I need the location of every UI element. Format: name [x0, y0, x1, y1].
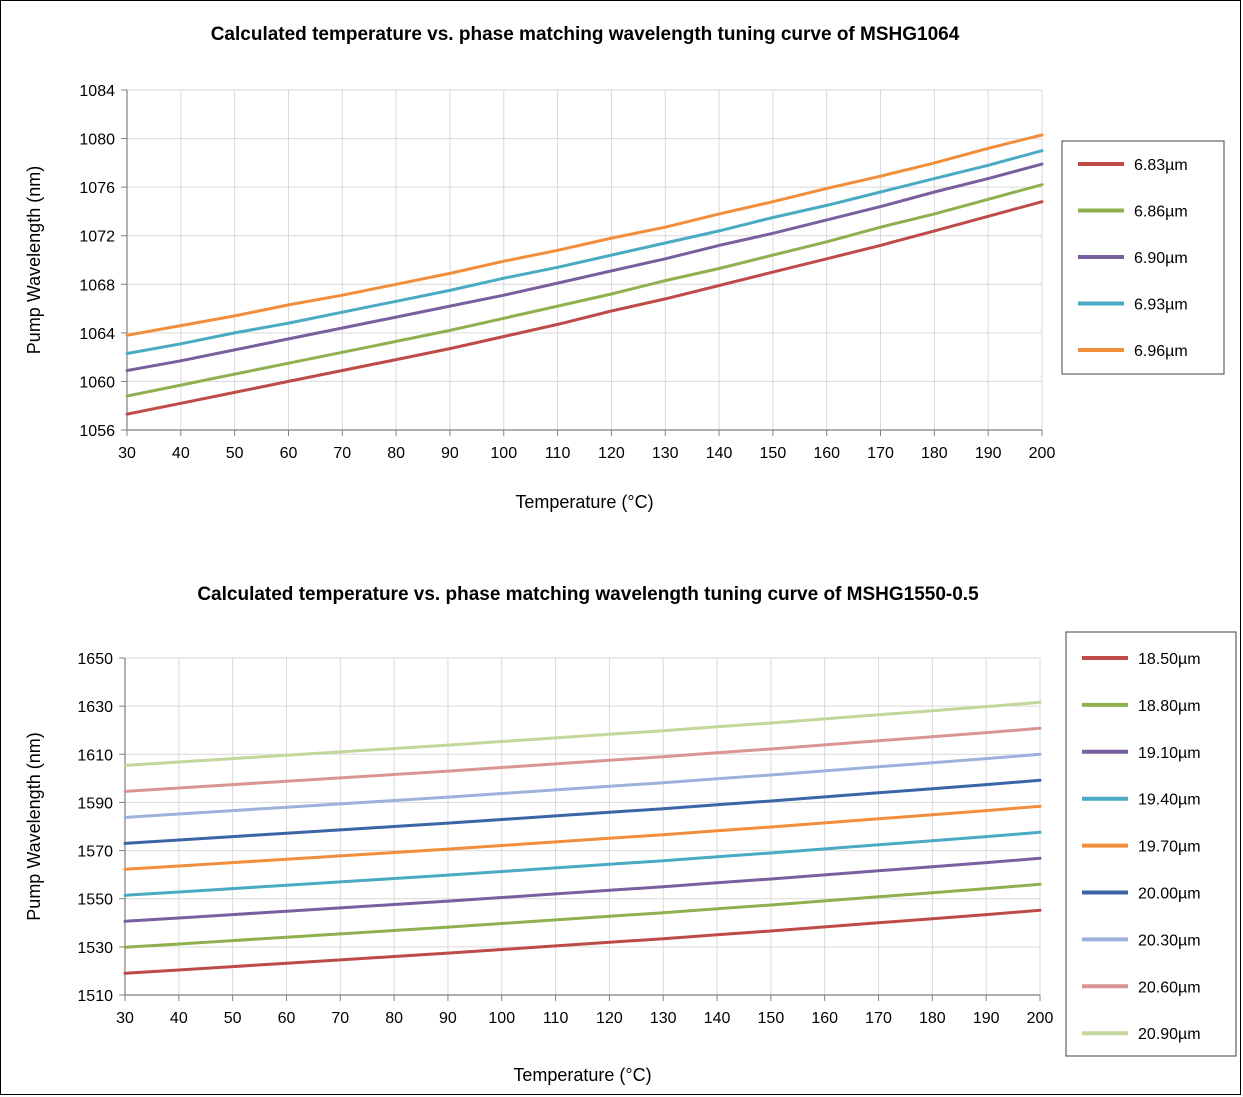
series-line-9: [123, 700, 1042, 767]
legend-label: 20.30µm: [1138, 932, 1201, 949]
x-tick-label: 180: [921, 445, 948, 462]
x-tick-label: 60: [278, 1010, 296, 1027]
y-tick-label: 1064: [79, 326, 115, 343]
x-tick-label: 160: [813, 445, 840, 462]
y-tick-label: 1084: [79, 83, 115, 100]
legend-label: 6.83µm: [1134, 157, 1188, 174]
y-tick-label: 1068: [79, 277, 115, 294]
y-tick-label: 1610: [77, 747, 113, 764]
x-tick-label: 130: [652, 445, 679, 462]
legend-label: 6.90µm: [1134, 250, 1188, 267]
chart-mshg1064: Calculated temperature vs. phase matchin…: [24, 24, 1225, 512]
y-tick-label: 1510: [77, 988, 113, 1005]
x-tick-label: 70: [331, 1010, 349, 1027]
x-tick-label: 180: [919, 1010, 946, 1027]
series-line-8: [123, 726, 1042, 793]
series-line-2: [125, 183, 1044, 398]
y-tick-label: 1072: [79, 229, 115, 246]
x-tick-label: 100: [490, 445, 517, 462]
x-tick-label: 130: [650, 1010, 677, 1027]
legend-label: 20.00µm: [1138, 886, 1201, 903]
y-tick-label: 1570: [77, 844, 113, 861]
series-line-5: [123, 804, 1042, 871]
x-tick-label: 60: [280, 445, 298, 462]
series-line-2: [123, 882, 1042, 949]
x-tick-label: 40: [170, 1010, 188, 1027]
y-tick-label: 1550: [77, 892, 113, 909]
series-line-5: [125, 133, 1044, 337]
y-tick-label: 1056: [79, 423, 115, 440]
x-axis-label: Temperature (°C): [513, 1065, 651, 1085]
series-line-7: [123, 752, 1042, 819]
legend-label: 18.80µm: [1138, 698, 1201, 715]
x-tick-label: 70: [333, 445, 351, 462]
x-tick-label: 110: [545, 445, 571, 462]
x-axis-label: Temperature (°C): [515, 492, 653, 512]
x-tick-label: 120: [596, 1010, 623, 1027]
x-tick-label: 110: [543, 1010, 569, 1027]
x-tick-label: 80: [387, 445, 405, 462]
legend-label: 18.50µm: [1138, 651, 1201, 668]
series-line-1: [125, 200, 1044, 416]
legend-label: 19.10µm: [1138, 745, 1201, 762]
legend-label: 6.96µm: [1134, 343, 1188, 360]
x-tick-label: 30: [118, 445, 136, 462]
y-tick-label: 1530: [77, 940, 113, 957]
series-line-6: [123, 778, 1042, 845]
x-tick-label: 50: [226, 445, 244, 462]
series-line-4: [123, 830, 1042, 897]
x-tick-label: 160: [811, 1010, 838, 1027]
y-axis-label: Pump Wavelength (nm): [24, 732, 44, 920]
x-tick-label: 120: [598, 445, 625, 462]
x-tick-label: 150: [760, 445, 787, 462]
legend-label: 20.90µm: [1138, 1026, 1201, 1043]
legend-label: 20.60µm: [1138, 979, 1201, 996]
x-tick-label: 30: [116, 1010, 134, 1027]
x-tick-label: 100: [488, 1010, 515, 1027]
legend-label: 19.70µm: [1138, 839, 1201, 856]
chart-title: Calculated temperature vs. phase matchin…: [211, 24, 960, 45]
x-tick-label: 90: [441, 445, 459, 462]
series-line-4: [125, 149, 1044, 355]
series-line-3: [123, 856, 1042, 923]
y-tick-label: 1630: [77, 699, 113, 716]
chart-title: Calculated temperature vs. phase matchin…: [197, 584, 979, 605]
x-tick-label: 90: [439, 1010, 457, 1027]
x-tick-label: 50: [224, 1010, 242, 1027]
x-tick-label: 140: [706, 445, 733, 462]
x-tick-label: 40: [172, 445, 190, 462]
legend-label: 6.93µm: [1134, 297, 1188, 314]
y-axis-label: Pump Wavelength (nm): [24, 166, 44, 354]
legend-label: 6.86µm: [1134, 204, 1188, 221]
y-tick-label: 1080: [79, 132, 115, 149]
x-tick-label: 150: [758, 1010, 785, 1027]
x-tick-label: 140: [704, 1010, 731, 1027]
series-line-1: [123, 908, 1042, 975]
x-tick-label: 170: [867, 445, 894, 462]
x-tick-label: 190: [975, 445, 1002, 462]
chart-mshg1550: Calculated temperature vs. phase matchin…: [24, 584, 1237, 1085]
x-tick-label: 200: [1029, 445, 1056, 462]
y-tick-label: 1590: [77, 795, 113, 812]
y-tick-label: 1650: [77, 651, 113, 668]
x-tick-label: 170: [865, 1010, 892, 1027]
legend-label: 19.40µm: [1138, 792, 1201, 809]
x-tick-label: 190: [973, 1010, 1000, 1027]
y-tick-label: 1076: [79, 180, 115, 197]
y-tick-label: 1060: [79, 374, 115, 391]
series-line-3: [125, 162, 1044, 372]
x-tick-label: 80: [385, 1010, 403, 1027]
x-tick-label: 200: [1027, 1010, 1054, 1027]
